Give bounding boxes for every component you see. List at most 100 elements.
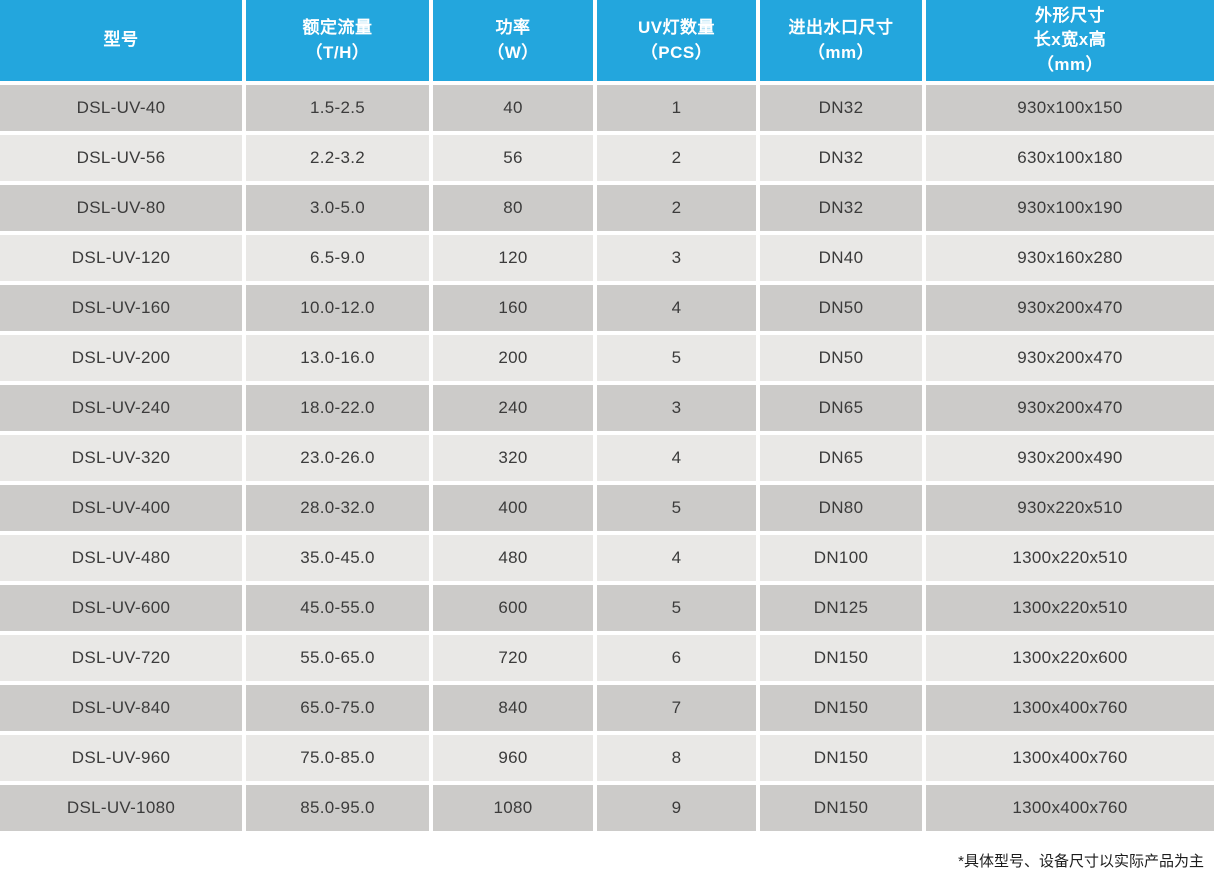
cell-dimensions: 1300x400x760: [926, 785, 1214, 831]
cell-power: 400: [433, 485, 593, 531]
cell-flow: 1.5-2.5: [246, 85, 429, 131]
cell-lamp-count: 5: [597, 335, 756, 381]
cell-model: DSL-UV-1080: [0, 785, 242, 831]
cell-lamp-count: 8: [597, 735, 756, 781]
table-row: DSL-UV-840 65.0-75.0 840 7 DN150 1300x400x760: [0, 685, 1214, 731]
cell-flow: 13.0-16.0: [246, 335, 429, 381]
table-row: DSL-UV-320 23.0-26.0 320 4 DN65 930x200x490: [0, 435, 1214, 481]
cell-lamp-count: 1: [597, 85, 756, 131]
cell-dimensions: 1300x220x600: [926, 635, 1214, 681]
cell-power: 480: [433, 535, 593, 581]
cell-port-size: DN150: [760, 735, 922, 781]
col-header-model: 型号: [0, 0, 242, 81]
table-row: DSL-UV-200 13.0-16.0 200 5 DN50 930x200x470: [0, 335, 1214, 381]
cell-port-size: DN150: [760, 685, 922, 731]
cell-lamp-count: 2: [597, 185, 756, 231]
cell-dimensions: 930x200x470: [926, 385, 1214, 431]
col-header-dimensions: 外形尺寸 长x宽x高 （mm）: [926, 0, 1214, 81]
cell-lamp-count: 5: [597, 585, 756, 631]
cell-model: DSL-UV-480: [0, 535, 242, 581]
cell-lamp-count: 7: [597, 685, 756, 731]
table-row: DSL-UV-160 10.0-12.0 160 4 DN50 930x200x470: [0, 285, 1214, 331]
cell-dimensions: 1300x400x760: [926, 735, 1214, 781]
cell-port-size: DN32: [760, 85, 922, 131]
footnote: *具体型号、设备尺寸以实际产品为主: [958, 853, 1204, 870]
cell-dimensions: 1300x220x510: [926, 585, 1214, 631]
cell-flow: 85.0-95.0: [246, 785, 429, 831]
cell-dimensions: 630x100x180: [926, 135, 1214, 181]
cell-port-size: DN100: [760, 535, 922, 581]
cell-flow: 18.0-22.0: [246, 385, 429, 431]
table-row: DSL-UV-480 35.0-45.0 480 4 DN100 1300x220x510: [0, 535, 1214, 581]
cell-flow: 3.0-5.0: [246, 185, 429, 231]
cell-flow: 35.0-45.0: [246, 535, 429, 581]
cell-lamp-count: 4: [597, 285, 756, 331]
cell-power: 40: [433, 85, 593, 131]
col-header-port-size: 进出水口尺寸 （mm）: [760, 0, 922, 81]
cell-model: DSL-UV-80: [0, 185, 242, 231]
cell-lamp-count: 4: [597, 435, 756, 481]
cell-model: DSL-UV-200: [0, 335, 242, 381]
cell-power: 320: [433, 435, 593, 481]
cell-power: 1080: [433, 785, 593, 831]
cell-lamp-count: 5: [597, 485, 756, 531]
cell-power: 960: [433, 735, 593, 781]
cell-power: 160: [433, 285, 593, 331]
cell-model: DSL-UV-400: [0, 485, 242, 531]
cell-power: 840: [433, 685, 593, 731]
cell-model: DSL-UV-840: [0, 685, 242, 731]
cell-flow: 65.0-75.0: [246, 685, 429, 731]
cell-model: DSL-UV-600: [0, 585, 242, 631]
cell-model: DSL-UV-240: [0, 385, 242, 431]
table-row: DSL-UV-1080 85.0-95.0 1080 9 DN150 1300x400x7…: [0, 785, 1214, 831]
cell-dimensions: 1300x220x510: [926, 535, 1214, 581]
spec-table-container: 型号 额定流量 （T/H） 功率 （W） UV灯数量 （PCS） 进出水口尺寸 …: [0, 0, 1214, 831]
cell-power: 240: [433, 385, 593, 431]
cell-port-size: DN150: [760, 785, 922, 831]
cell-lamp-count: 2: [597, 135, 756, 181]
cell-flow: 75.0-85.0: [246, 735, 429, 781]
spec-table-header: 型号 额定流量 （T/H） 功率 （W） UV灯数量 （PCS） 进出水口尺寸 …: [0, 0, 1214, 81]
cell-power: 720: [433, 635, 593, 681]
cell-port-size: DN40: [760, 235, 922, 281]
cell-model: DSL-UV-160: [0, 285, 242, 331]
cell-port-size: DN80: [760, 485, 922, 531]
cell-lamp-count: 6: [597, 635, 756, 681]
cell-flow: 23.0-26.0: [246, 435, 429, 481]
col-header-lamp-count: UV灯数量 （PCS）: [597, 0, 756, 81]
table-row: DSL-UV-240 18.0-22.0 240 3 DN65 930x200x470: [0, 385, 1214, 431]
cell-flow: 10.0-12.0: [246, 285, 429, 331]
cell-dimensions: 930x200x470: [926, 285, 1214, 331]
cell-model: DSL-UV-960: [0, 735, 242, 781]
table-row: DSL-UV-960 75.0-85.0 960 8 DN150 1300x400x760: [0, 735, 1214, 781]
cell-power: 80: [433, 185, 593, 231]
cell-dimensions: 930x100x150: [926, 85, 1214, 131]
table-row: DSL-UV-80 3.0-5.0 80 2 DN32 930x100x190: [0, 185, 1214, 231]
cell-port-size: DN150: [760, 635, 922, 681]
cell-model: DSL-UV-320: [0, 435, 242, 481]
cell-port-size: DN32: [760, 185, 922, 231]
cell-model: DSL-UV-720: [0, 635, 242, 681]
cell-lamp-count: 3: [597, 235, 756, 281]
table-row: DSL-UV-720 55.0-65.0 720 6 DN150 1300x220x600: [0, 635, 1214, 681]
cell-port-size: DN32: [760, 135, 922, 181]
cell-power: 600: [433, 585, 593, 631]
table-row: DSL-UV-40 1.5-2.5 40 1 DN32 930x100x150: [0, 85, 1214, 131]
col-header-flow: 额定流量 （T/H）: [246, 0, 429, 81]
cell-model: DSL-UV-40: [0, 85, 242, 131]
cell-flow: 28.0-32.0: [246, 485, 429, 531]
cell-model: DSL-UV-56: [0, 135, 242, 181]
table-row: DSL-UV-400 28.0-32.0 400 5 DN80 930x220x510: [0, 485, 1214, 531]
cell-dimensions: 930x160x280: [926, 235, 1214, 281]
cell-dimensions: 930x200x470: [926, 335, 1214, 381]
header-row: 型号 额定流量 （T/H） 功率 （W） UV灯数量 （PCS） 进出水口尺寸 …: [0, 0, 1214, 81]
table-row: DSL-UV-600 45.0-55.0 600 5 DN125 1300x220x510: [0, 585, 1214, 631]
cell-port-size: DN65: [760, 385, 922, 431]
cell-port-size: DN125: [760, 585, 922, 631]
cell-dimensions: 930x220x510: [926, 485, 1214, 531]
cell-model: DSL-UV-120: [0, 235, 242, 281]
cell-dimensions: 930x200x490: [926, 435, 1214, 481]
cell-flow: 55.0-65.0: [246, 635, 429, 681]
cell-flow: 45.0-55.0: [246, 585, 429, 631]
